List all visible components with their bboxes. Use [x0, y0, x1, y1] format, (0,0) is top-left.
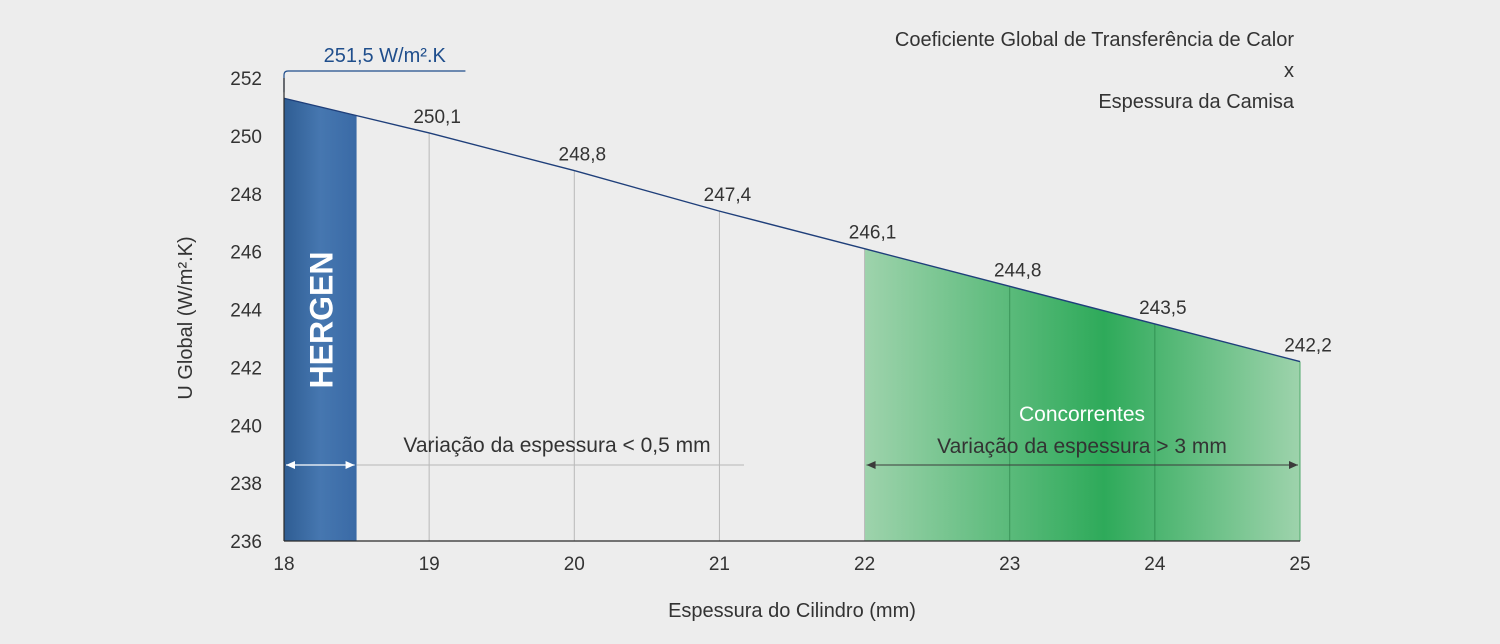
data-label: 242,2: [1284, 336, 1332, 357]
x-tick-label: 25: [1289, 554, 1310, 575]
y-tick-label: 240: [230, 416, 262, 437]
x-tick-label: 18: [273, 554, 294, 575]
hergen-value-bracket: [283, 70, 466, 93]
hergen-variation-label: Variação da espessura < 0,5 mm: [403, 434, 710, 457]
series-line: [283, 97, 1301, 363]
data-labels: 250,1 248,8 247,4 246,1 244,8 243,5 242,2: [413, 107, 1331, 357]
title-line-2: x: [1284, 60, 1294, 82]
conc-arrow-head-left: [866, 461, 876, 469]
x-tick-label: 24: [1144, 554, 1166, 575]
title-line-3: Espessura da Camisa: [1098, 91, 1295, 113]
y-axis-title: U Global (W/m².K): [175, 236, 197, 399]
data-label: 250,1: [413, 107, 461, 128]
regions: [284, 98, 1300, 541]
x-axis-title: Espessura do Cilindro (mm): [668, 600, 916, 622]
series: [283, 97, 1301, 363]
hergen-region: [284, 98, 357, 541]
hergen-name: HERGEN: [303, 252, 339, 389]
x-tick-label: 23: [999, 554, 1020, 575]
y-tick-label: 250: [230, 127, 262, 148]
x-tick-label: 22: [854, 554, 875, 575]
y-tick-label: 236: [230, 532, 262, 553]
data-label: 248,8: [559, 145, 607, 166]
chart-title: Coeficiente Global de Transferência de C…: [895, 29, 1295, 113]
concorrentes-name: Concorrentes: [1019, 403, 1145, 426]
concorrentes-region: [864, 248, 1300, 541]
gridlines: [428, 132, 1301, 541]
y-tick-label: 248: [230, 185, 262, 206]
title-line-1: Coeficiente Global de Transferência de C…: [895, 29, 1294, 51]
data-label: 244,8: [994, 260, 1042, 281]
hergen-arrow-head-right: [345, 461, 355, 469]
annotations: 251,5 W/m².K HERGEN Variação da espessura …: [283, 45, 1298, 469]
y-tick-label: 242: [230, 358, 262, 379]
data-label: 246,1: [849, 223, 897, 244]
axes: 236 238 240 242 244 246 248 250 252 18 19 20 21 22 23 2…: [230, 69, 1310, 575]
x-tick-label: 20: [564, 554, 585, 575]
x-tick-label: 19: [419, 554, 440, 575]
y-tick-label: 238: [230, 474, 262, 495]
hergen-value-label: 251,5 W/m².K: [324, 45, 447, 67]
y-tick-label: 246: [230, 243, 262, 264]
data-label: 243,5: [1139, 298, 1187, 319]
hergen-arrow-head-left: [286, 461, 295, 469]
y-tick-label: 244: [230, 301, 262, 322]
x-tick-label: 21: [709, 554, 730, 575]
data-label: 247,4: [704, 185, 752, 206]
conc-arrow-head-right: [1289, 461, 1298, 469]
concorrentes-variation-label: Variação da espessura > 3 mm: [937, 435, 1227, 458]
y-tick-label: 252: [230, 69, 262, 90]
